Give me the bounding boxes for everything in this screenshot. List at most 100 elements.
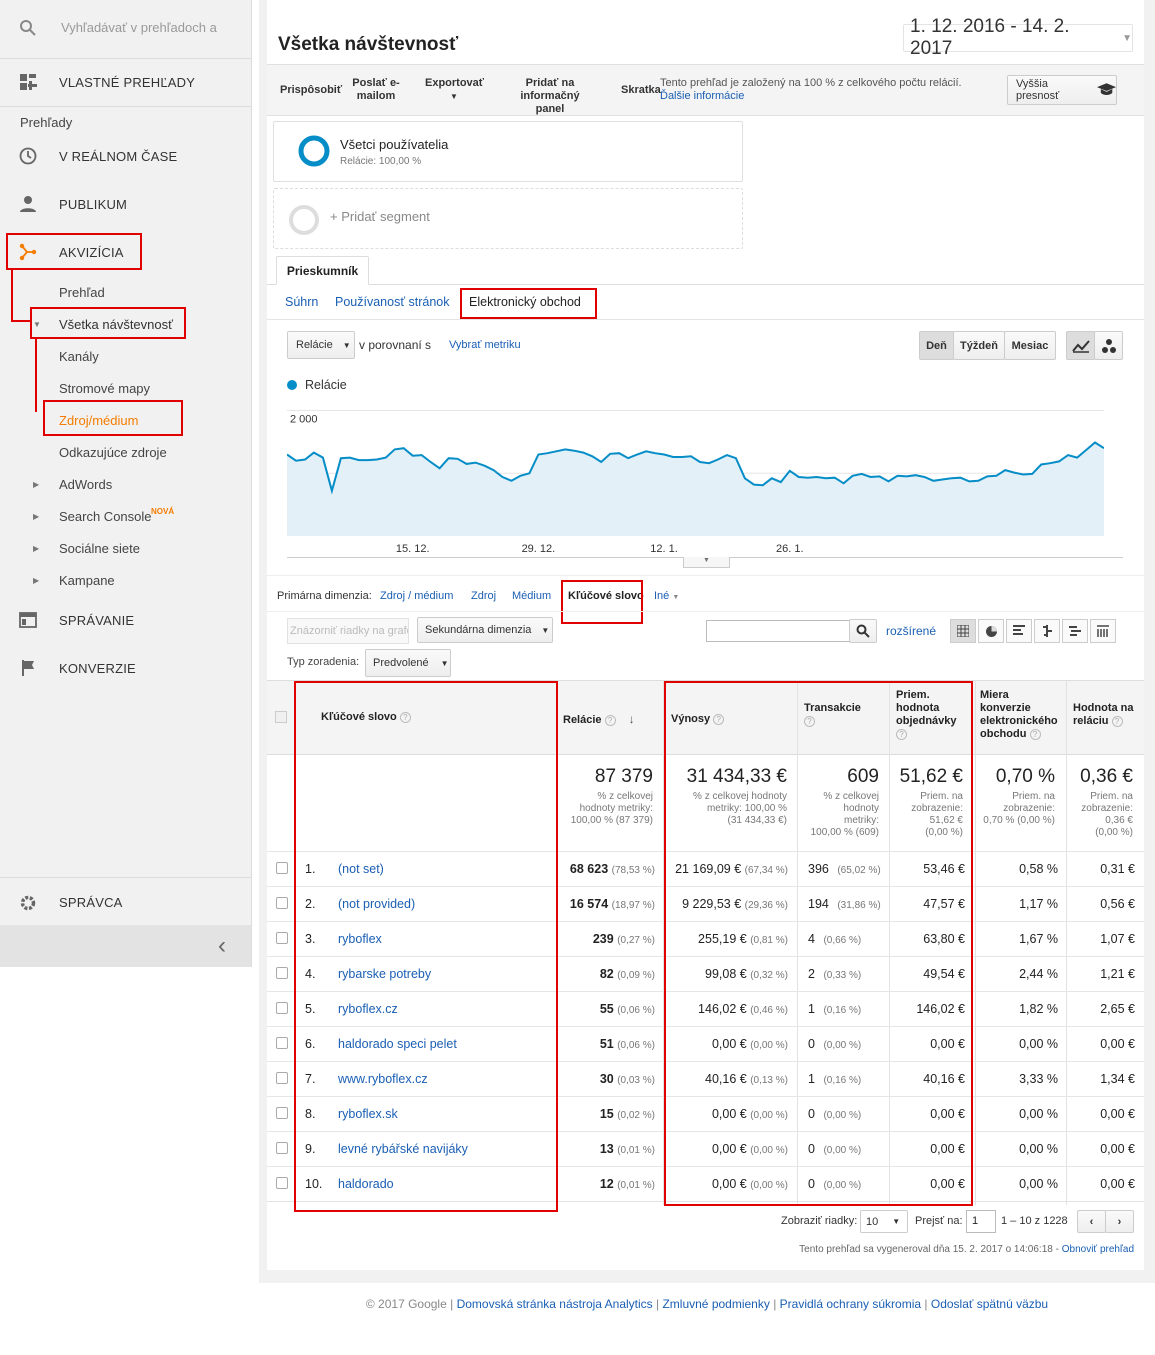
source-medium-link[interactable]: Zdroj/médium	[59, 413, 139, 428]
month-button[interactable]: Mesiac	[1004, 331, 1056, 360]
segment-all-users[interactable]: Všetci používatelia Relácie: 100,00 %	[273, 121, 743, 182]
keyword-link[interactable]: haldorado speci pelet	[338, 1037, 457, 1051]
expand-arrow-icon[interactable]: ▶	[33, 576, 40, 585]
view-comparison-button[interactable]	[1034, 619, 1060, 643]
header-aov[interactable]: Priem. hodnota objednávky?	[896, 689, 957, 741]
dim-keyword[interactable]: Kľúčové slovo	[568, 590, 644, 602]
rows-per-page-select[interactable]: 10 ▼	[860, 1210, 908, 1233]
email-button[interactable]: Poslať e-mailom	[350, 77, 402, 103]
expand-arrow-icon[interactable]: ▼	[33, 320, 41, 329]
expand-arrow-icon[interactable]: ▶	[33, 480, 40, 489]
keyword-link[interactable]: ryboflex.sk	[338, 1107, 398, 1121]
footer-link-feedback[interactable]: Odoslať spätnú väzbu	[930, 1297, 1049, 1311]
subtab-summary[interactable]: Súhrn	[285, 295, 319, 309]
search-console-link[interactable]: Search Console	[59, 509, 152, 524]
social-link[interactable]: Sociálne siete	[59, 541, 140, 556]
add-segment-box[interactable]: + Pridať segment	[273, 188, 743, 249]
custom-reports-link[interactable]: VLASTNÉ PREHĽADY	[59, 75, 196, 90]
treemaps-link[interactable]: Stromové mapy	[59, 381, 151, 396]
keyword-link[interactable]: haldorado	[338, 1177, 394, 1191]
realtime-link[interactable]: V REÁLNOM ČASE	[59, 149, 178, 164]
sort-type-dropdown[interactable]: Predvolené ▼	[365, 649, 451, 677]
chart-resize-handle[interactable]: ▼	[683, 557, 730, 568]
acquisition-overview-link[interactable]: Prehľad	[59, 285, 105, 300]
dim-source[interactable]: Zdroj	[471, 590, 497, 602]
header-conversion-rate[interactable]: Miera konverzie elektronického obchodu ?	[980, 689, 1058, 741]
help-icon[interactable]: ?	[804, 715, 815, 727]
select-metric-link[interactable]: Vybrať metriku	[449, 339, 521, 351]
table-search-button[interactable]	[849, 619, 877, 643]
view-table-button[interactable]	[950, 619, 976, 643]
acquisition-link[interactable]: AKVIZÍCIA	[59, 245, 124, 260]
view-performance-button[interactable]	[1006, 619, 1032, 643]
header-transactions[interactable]: Transakcie?	[804, 702, 861, 728]
campaigns-link[interactable]: Kampane	[59, 573, 115, 588]
select-all-checkbox[interactable]	[275, 711, 287, 723]
keyword-link[interactable]: ryboflex.cz	[338, 1002, 398, 1016]
search-input[interactable]: Vyhľadávať v prehľadoch a	[61, 20, 217, 35]
channels-link[interactable]: Kanály	[59, 349, 99, 364]
header-revenue[interactable]: Výnosy ?	[671, 713, 725, 726]
advanced-filter-link[interactable]: rozšírené	[886, 624, 937, 638]
help-icon[interactable]: ?	[604, 714, 616, 726]
view-term-cloud-button[interactable]	[1062, 619, 1088, 643]
keyword-link[interactable]: levné rybářské navijáky	[338, 1142, 468, 1156]
help-icon[interactable]: ?	[896, 728, 907, 740]
keyword-link[interactable]: rybarske potreby	[338, 967, 432, 981]
row-checkbox[interactable]	[276, 862, 288, 874]
motion-chart-button[interactable]	[1094, 331, 1123, 360]
view-pie-button[interactable]	[978, 619, 1004, 643]
dim-other[interactable]: Iné ▼	[654, 590, 679, 602]
help-icon[interactable]: ?	[1029, 728, 1041, 740]
row-checkbox[interactable]	[276, 1177, 288, 1189]
week-button[interactable]: Týždeň	[953, 331, 1005, 360]
dim-source-medium[interactable]: Zdroj / médium	[380, 590, 454, 602]
date-range-picker[interactable]: 1. 12. 2016 - 14. 2. 2017 ▼	[903, 16, 1133, 59]
header-sessions[interactable]: Relácie ? ↓	[563, 713, 635, 727]
behavior-link[interactable]: SPRÁVANIE	[59, 613, 135, 628]
customize-button[interactable]: Prispôsobiť	[280, 84, 343, 96]
header-keyword[interactable]: Kľúčové slovo ?	[321, 711, 411, 724]
tab-explorer[interactable]: Prieskumník	[276, 256, 369, 285]
goto-input[interactable]: 1	[966, 1210, 996, 1233]
adwords-link[interactable]: AdWords	[59, 477, 113, 492]
more-info-link[interactable]: Ďalšie informácie	[660, 90, 745, 102]
footer-link-privacy[interactable]: Pravidlá ochrany súkromia	[779, 1297, 922, 1311]
metric-dropdown[interactable]: Relácie ▼	[287, 331, 355, 359]
expand-arrow-icon[interactable]: ▶	[33, 512, 40, 521]
dim-medium[interactable]: Médium	[512, 590, 552, 602]
row-checkbox[interactable]	[276, 932, 288, 944]
footer-link-terms[interactable]: Zmluvné podmienky	[662, 1297, 770, 1311]
audience-link[interactable]: PUBLIKUM	[59, 197, 128, 212]
view-pivot-button[interactable]	[1090, 619, 1116, 643]
help-icon[interactable]: ?	[399, 711, 411, 723]
header-per-session[interactable]: Hodnota na reláciu ?	[1073, 702, 1134, 728]
referrals-link[interactable]: Odkazujúce zdroje	[59, 445, 167, 460]
subtab-ecommerce[interactable]: Elektronický obchod	[469, 295, 581, 309]
row-checkbox[interactable]	[276, 967, 288, 979]
export-button[interactable]: Exportovať ▼	[425, 77, 484, 103]
add-to-dashboard-button[interactable]: Pridať na informačný panel	[495, 77, 605, 116]
secondary-dimension-dropdown[interactable]: Sekundárna dimenzia ▼	[417, 617, 553, 643]
row-checkbox[interactable]	[276, 1037, 288, 1049]
help-icon[interactable]: ?	[1111, 715, 1123, 727]
keyword-link[interactable]: ryboflex	[338, 932, 382, 946]
chevron-left-icon[interactable]: ‹	[218, 932, 226, 959]
plot-rows-button[interactable]: Znázorniť riadky na grafe	[287, 618, 409, 644]
keyword-link[interactable]: www.ryboflex.cz	[338, 1072, 428, 1086]
keyword-link[interactable]: (not provided)	[338, 897, 416, 911]
admin-link[interactable]: SPRÁVCA	[59, 895, 123, 910]
footer-link-home[interactable]: Domovská stránka nástroja Analytics	[456, 1297, 653, 1311]
prev-page-button[interactable]: ‹	[1077, 1210, 1106, 1233]
precision-button[interactable]: Vyššia presnosť	[1007, 75, 1117, 105]
row-checkbox[interactable]	[276, 1072, 288, 1084]
day-button[interactable]: Deň	[919, 331, 954, 360]
table-search-input[interactable]	[706, 620, 850, 642]
all-traffic-link[interactable]: Všetka návštevnosť	[59, 317, 173, 332]
next-page-button[interactable]: ›	[1105, 1210, 1134, 1233]
row-checkbox[interactable]	[276, 1142, 288, 1154]
row-checkbox[interactable]	[276, 897, 288, 909]
line-chart-button[interactable]	[1066, 331, 1095, 360]
refresh-report-link[interactable]: Obnoviť prehľad	[1061, 1244, 1134, 1255]
row-checkbox[interactable]	[276, 1002, 288, 1014]
